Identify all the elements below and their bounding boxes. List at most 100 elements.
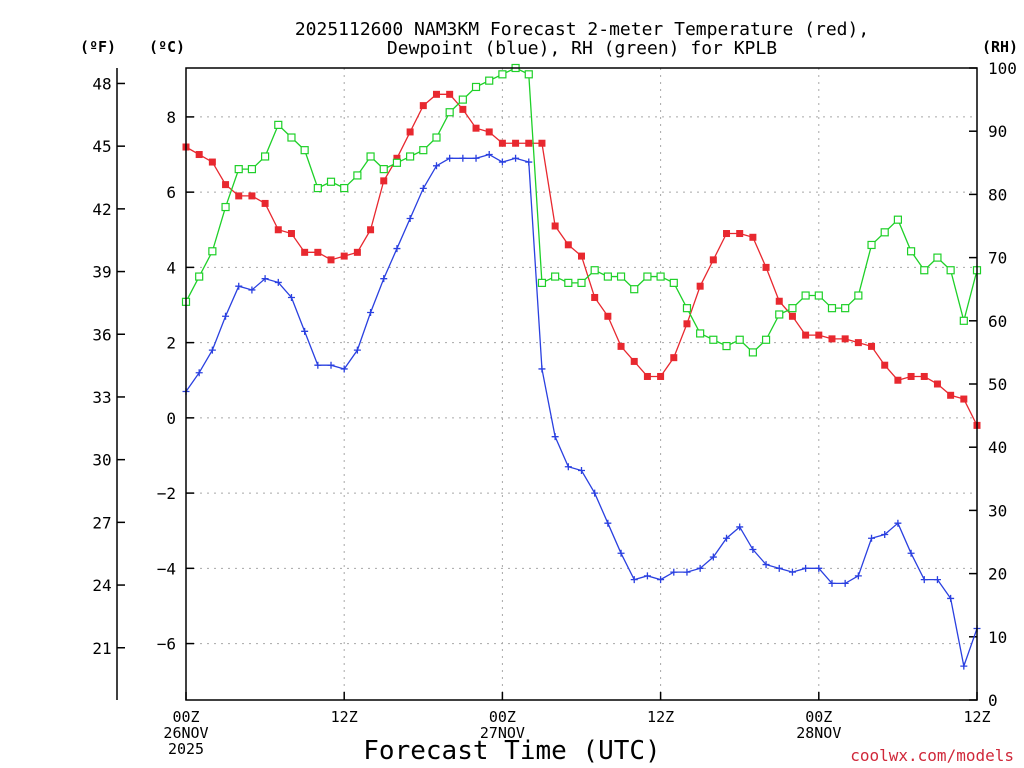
dewpoint-point bbox=[419, 184, 427, 192]
dewpoint-point bbox=[235, 282, 243, 290]
dewpoint-point bbox=[868, 534, 876, 542]
celsius-tick-label: 2 bbox=[166, 334, 176, 353]
time-tick-label: 26NOV bbox=[163, 724, 208, 742]
rh-point bbox=[524, 70, 533, 79]
2-meter-temperature-line bbox=[185, 93, 978, 426]
time-tick-label: 28NOV bbox=[796, 724, 841, 742]
rh-point bbox=[392, 158, 402, 167]
grid-lines bbox=[185, 68, 978, 700]
fahrenheit-axis: 48 45 42 39 36 33 30 27 24 21 bbox=[92, 68, 125, 700]
rh-point bbox=[801, 291, 810, 300]
fahrenheit-tick-label: 21 bbox=[92, 639, 111, 658]
dewpoint-point bbox=[696, 564, 704, 572]
2-meter-temperature-point bbox=[881, 361, 889, 369]
dewpoint-point bbox=[485, 151, 493, 159]
rh-point bbox=[471, 82, 481, 92]
2-meter-temperature-point bbox=[446, 90, 454, 98]
2-meter-temperature-point bbox=[894, 376, 902, 384]
rh-point bbox=[195, 272, 204, 281]
rh-point bbox=[841, 304, 850, 313]
fahrenheit-tick-label: 39 bbox=[92, 263, 111, 282]
dewpoint-point bbox=[736, 523, 744, 531]
rh-point bbox=[893, 215, 903, 224]
2-meter-temperature-point bbox=[960, 395, 968, 403]
dewpoint-point bbox=[657, 576, 665, 584]
fahrenheit-tick-label: 27 bbox=[92, 513, 111, 532]
time-tick-label: 12Z bbox=[331, 708, 358, 726]
dewpoint-point bbox=[828, 579, 836, 587]
dewpoint-point bbox=[683, 568, 691, 576]
2-meter-temperature-point bbox=[578, 252, 585, 260]
dewpoint-point bbox=[907, 549, 915, 557]
dewpoint-point bbox=[591, 489, 599, 497]
rh-point bbox=[854, 291, 863, 300]
2-meter-temperature-point bbox=[762, 263, 770, 271]
dewpoint-point bbox=[353, 346, 361, 354]
rh-point bbox=[761, 335, 771, 344]
rh-tick-label: 40 bbox=[988, 438, 1007, 457]
rh-point bbox=[564, 278, 573, 287]
rh-point bbox=[643, 272, 652, 281]
dewpoint-point bbox=[261, 275, 269, 283]
dewpoint-point bbox=[723, 534, 731, 542]
rh-point bbox=[234, 165, 243, 174]
dewpoint-point bbox=[578, 467, 585, 475]
rh-point bbox=[458, 95, 467, 104]
rh-point bbox=[682, 304, 692, 313]
dewpoint-point bbox=[208, 346, 216, 354]
dewpoint-point bbox=[894, 519, 902, 527]
dewpoint-point bbox=[933, 576, 941, 584]
rh-point bbox=[485, 76, 494, 85]
fahrenheit-unit-label: (ºF) bbox=[80, 38, 116, 56]
dewpoint-point bbox=[854, 572, 862, 580]
rh-point bbox=[775, 310, 784, 319]
fahrenheit-tick-label: 33 bbox=[92, 388, 111, 407]
rh-point bbox=[827, 304, 837, 313]
dewpoint-point bbox=[472, 154, 480, 162]
dewpoint-point bbox=[762, 561, 770, 569]
rh-point bbox=[735, 335, 744, 344]
rh-point bbox=[379, 165, 388, 174]
rh-tick-label: 30 bbox=[988, 501, 1007, 520]
2-meter-temperature-point bbox=[380, 177, 388, 185]
2-meter-temperature-point bbox=[933, 380, 941, 388]
title-line-2: Dewpoint (blue), RH (green) for KPLB bbox=[387, 38, 777, 59]
time-tick-label: 12Z bbox=[963, 708, 990, 726]
rh-point bbox=[313, 183, 322, 193]
2-meter-temperature-point bbox=[907, 372, 915, 380]
2-meter-temperature-point bbox=[235, 192, 243, 200]
rh-point bbox=[551, 272, 560, 281]
time-tick-label: 27NOV bbox=[480, 724, 525, 742]
2-meter-temperature-point bbox=[788, 312, 796, 320]
2-meter-temperature-point bbox=[841, 335, 849, 343]
x-axis-title: Forecast Time (UTC) bbox=[363, 736, 660, 766]
rh-point bbox=[274, 120, 283, 129]
2-meter-temperature-point bbox=[248, 192, 256, 200]
rh-point bbox=[537, 278, 547, 287]
rh-point bbox=[867, 240, 876, 250]
2-meter-temperature-point bbox=[564, 241, 572, 249]
rh-point bbox=[300, 146, 309, 155]
dewpoint-point bbox=[960, 662, 968, 670]
rh-series bbox=[181, 63, 982, 357]
chart-title: 2025112600 NAM3KM Forecast 2-meter Tempe… bbox=[295, 19, 869, 59]
rh-point bbox=[656, 272, 665, 281]
2-meter-temperature-point bbox=[222, 181, 230, 189]
2-meter-temperature-point bbox=[802, 331, 810, 339]
rh-tick-label: 80 bbox=[988, 185, 1007, 204]
2-meter-temperature-point bbox=[643, 372, 651, 380]
rh-point bbox=[287, 133, 296, 142]
2-meter-temperature-point bbox=[947, 391, 955, 399]
fahrenheit-tick-label: 24 bbox=[92, 576, 111, 595]
rh-point bbox=[577, 278, 586, 287]
rh-unit-label: (RH) bbox=[982, 38, 1018, 56]
2-meter-temperature-point bbox=[604, 312, 612, 320]
rh-point bbox=[630, 285, 639, 294]
dewpoint-point bbox=[380, 275, 388, 283]
celsius-tick-label: −6 bbox=[157, 635, 176, 654]
rh-point bbox=[920, 266, 929, 275]
fahrenheit-tick-label: 45 bbox=[92, 137, 111, 156]
celsius-tick-label: 4 bbox=[166, 258, 176, 277]
